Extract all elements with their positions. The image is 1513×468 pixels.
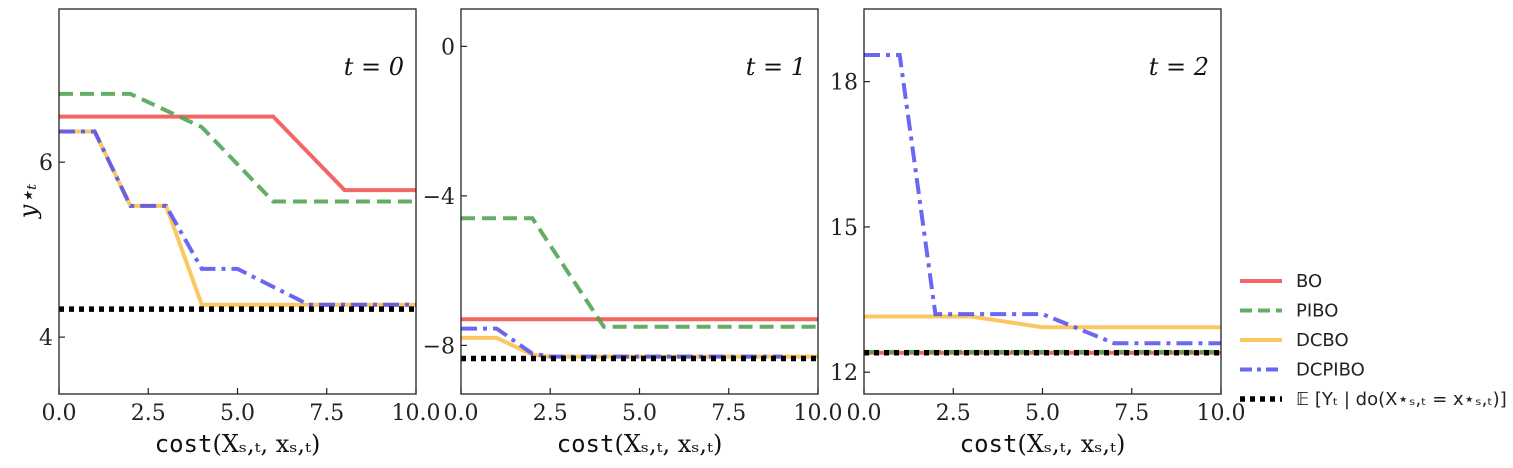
x-tick-label: 5.0 [1025, 401, 1060, 426]
legend-label-dcbo: DCBO [1296, 330, 1349, 351]
legend: BO PIBO DCBO DCPIBO 𝔼 [Yₜ | do(X⋆ₛ,ₜ = x⋆ₛ,ₜ… [1240, 271, 1507, 410]
series-pibo-line [461, 216, 818, 329]
y-axis-label: y⋆ₜ [14, 184, 42, 220]
x-tick-label: 7.5 [309, 401, 344, 426]
y-tick-label: −4 [423, 185, 455, 210]
x-tick-label: 10.0 [1197, 401, 1246, 426]
y-tick-label: 18 [830, 71, 858, 96]
panel-2: 0.0 2.5 5.0 7.5 10.0 12 15 18 t = 2 cost(Xₛ,ₜ, xₛ… [830, 8, 1246, 458]
x-axis-label: cost(Xₛ,ₜ, xₛ,ₜ) [155, 430, 321, 458]
series-dcpibo-line [461, 326, 783, 359]
panel-1: 0.0 2.5 5.0 7.5 10.0 0 −4 −8 t = 1 cost(Xₛ,ₜ, xₛ,… [423, 8, 843, 458]
y-tick-label: −8 [423, 334, 455, 359]
x-tick-label: 2.5 [936, 401, 971, 426]
legend-label-bo: BO [1296, 271, 1322, 292]
series-dcbo-line [864, 314, 1221, 330]
time-annotation: t = 1 [746, 53, 806, 81]
time-annotation: t = 2 [1149, 53, 1209, 81]
x-tick-label: 10.0 [392, 401, 441, 426]
x-tick-label: 10.0 [794, 401, 843, 426]
legend-label-dcpibo: DCPIBO [1296, 360, 1365, 381]
panel-0: 0.0 2.5 5.0 7.5 10.0 4 6 t = 0 cost(Xₛ,ₜ, xₛ,ₜ) [39, 8, 441, 458]
legend-label-truth: 𝔼 [Yₜ | do(X⋆ₛ,ₜ = x⋆ₛ,ₜ)] [1296, 389, 1507, 410]
x-tick-label: 7.5 [711, 401, 746, 426]
x-tick-label: 0.0 [847, 401, 882, 426]
y-tick-label: 12 [830, 361, 858, 386]
x-tick-label: 0.0 [444, 401, 479, 426]
legend-label-pibo: PIBO [1296, 301, 1338, 322]
y-tick-label: 6 [39, 151, 53, 176]
y-tick-label: 15 [830, 216, 858, 241]
y-tick-label: 4 [39, 326, 53, 351]
series-dcpibo-line [59, 129, 416, 307]
x-tick-label: 7.5 [1114, 401, 1149, 426]
series-dcbo-line [59, 129, 416, 307]
series-dcpibo-line [864, 53, 1221, 346]
x-axis-label: cost(Xₛ,ₜ, xₛ,ₜ) [960, 430, 1126, 458]
x-tick-label: 5.0 [220, 401, 255, 426]
y-tick-label: 0 [441, 35, 455, 60]
x-tick-label: 0.0 [42, 401, 77, 426]
x-axis-label: cost(Xₛ,ₜ, xₛ,ₜ) [557, 430, 723, 458]
x-tick-label: 2.5 [533, 401, 568, 426]
x-tick-label: 5.0 [622, 401, 657, 426]
x-tick-label: 2.5 [131, 401, 166, 426]
time-annotation: t = 0 [344, 53, 404, 81]
series-pibo-line [59, 91, 416, 204]
series-bo-line [59, 114, 416, 193]
